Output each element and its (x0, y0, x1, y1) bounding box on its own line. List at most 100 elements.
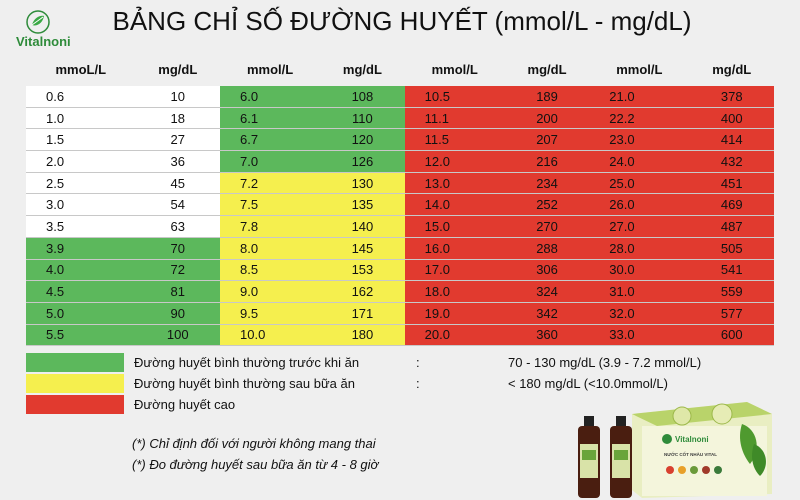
mmol-cell: 9.5 (220, 302, 321, 325)
mgdl-cell: 120 (320, 128, 405, 152)
mgdl-cell: 451 (689, 172, 774, 195)
mmol-cell: 24.0 (589, 150, 690, 173)
mmol-cell: 15.0 (404, 215, 505, 238)
legend: Đường huyết bình thường trước khi ăn : 7… (26, 352, 766, 415)
mmol-cell: 19.0 (404, 302, 505, 325)
mgdl-cell: 487 (689, 215, 774, 238)
mmol-cell: 6.0 (220, 86, 321, 108)
mgdl-cell: 18 (135, 107, 221, 130)
mmol-cell: 6.7 (220, 128, 321, 152)
mgdl-cell: 100 (135, 324, 221, 347)
mmol-cell: 4.0 (26, 259, 136, 282)
legend-label: Đường huyết bình thường sau bữa ăn (134, 376, 355, 391)
mgdl-cell: 324 (504, 280, 590, 303)
legend-range: 70 - 130 mg/dL (3.9 - 7.2 mmol/L) (508, 355, 702, 370)
mmol-cell: 27.0 (589, 215, 690, 238)
mgdl-cell: 135 (320, 193, 405, 217)
mgdl-cell: 216 (504, 150, 590, 173)
mmol-cell: 13.0 (404, 172, 505, 195)
mgdl-cell: 200 (504, 107, 590, 130)
mgdl-cell: 130 (320, 172, 405, 195)
mgdl-cell: 414 (689, 128, 774, 152)
box-tagline-text: NƯỚC CỐT NHÀU VITAL (664, 450, 717, 457)
mgdl-cell: 378 (689, 86, 774, 108)
mmol-cell: 7.2 (220, 172, 321, 195)
header-mg-4: mg/dL (689, 52, 774, 86)
mgdl-cell: 306 (504, 259, 590, 282)
mmol-cell: 26.0 (589, 193, 690, 217)
mmol-cell: 10.0 (220, 324, 321, 347)
mgdl-cell: 577 (689, 302, 774, 325)
mgdl-cell: 207 (504, 128, 590, 152)
mgdl-cell: 27 (135, 128, 221, 152)
table-row: 4.5 81 9.0 162 18.0 324 31.0 559 (26, 280, 774, 303)
table-row: 5.5 100 10.0 180 20.0 360 33.0 600 (26, 324, 774, 347)
mgdl-cell: 54 (135, 193, 221, 217)
mmol-cell: 33.0 (589, 324, 690, 347)
mmol-cell: 3.0 (26, 193, 136, 217)
mmol-cell: 9.0 (220, 280, 321, 303)
mgdl-cell: 541 (689, 259, 774, 282)
mmol-cell: 32.0 (589, 302, 690, 325)
leaf-logo-icon (26, 10, 50, 34)
header-mg-3: mg/dL (504, 52, 590, 86)
header-mmol-4: mmol/L (589, 52, 690, 86)
mgdl-cell: 559 (689, 280, 774, 303)
mgdl-cell: 10 (135, 86, 221, 108)
table-row: 2.0 36 7.0 126 12.0 216 24.0 432 (26, 150, 774, 173)
mgdl-cell: 270 (504, 215, 590, 238)
mgdl-cell: 180 (320, 324, 405, 347)
mmol-cell: 18.0 (404, 280, 505, 303)
legend-colon: : (416, 376, 420, 391)
legend-swatch-yellow (26, 374, 124, 393)
mgdl-cell: 469 (689, 193, 774, 217)
mgdl-cell: 600 (689, 324, 774, 347)
mgdl-cell: 432 (689, 150, 774, 173)
mmol-cell: 28.0 (589, 237, 690, 260)
mgdl-cell: 36 (135, 150, 221, 173)
mmol-cell: 25.0 (589, 172, 690, 195)
mgdl-cell: 234 (504, 172, 590, 195)
glucose-table: mmoL/L mg/dL mmol/L mg/dL mmol/L mg/dL m… (26, 52, 774, 347)
table-header-row: mmoL/L mg/dL mmol/L mg/dL mmol/L mg/dL m… (26, 52, 774, 86)
legend-swatch-green (26, 353, 124, 372)
mgdl-cell: 252 (504, 193, 590, 217)
mmol-cell: 8.0 (220, 237, 321, 260)
mmol-cell: 8.5 (220, 259, 321, 282)
mgdl-cell: 145 (320, 237, 405, 260)
mgdl-cell: 126 (320, 150, 405, 173)
mmol-cell: 22.2 (589, 107, 690, 130)
mgdl-cell: 342 (504, 302, 590, 325)
table-row: 3.5 63 7.8 140 15.0 270 27.0 487 (26, 215, 774, 238)
mmol-cell: 10.5 (404, 86, 505, 108)
mmol-cell: 21.0 (589, 86, 690, 108)
mmol-cell: 17.0 (404, 259, 505, 282)
mmol-cell: 1.5 (26, 128, 136, 152)
mmol-cell: 12.0 (404, 150, 505, 173)
mgdl-cell: 189 (504, 86, 590, 108)
table-row: 1.5 27 6.7 120 11.5 207 23.0 414 (26, 128, 774, 152)
legend-label: Đường huyết bình thường trước khi ăn (134, 355, 360, 370)
brand-name: Vitalnoni (16, 34, 71, 49)
header-mg-2: mg/dL (320, 52, 405, 86)
footnote: (*) Chỉ định đối với người không mang th… (132, 436, 376, 451)
box-brand-text: Vitalnoni (675, 435, 709, 444)
mgdl-cell: 110 (320, 107, 405, 130)
brand-logo: Vitalnoni (14, 8, 84, 56)
mmol-cell: 7.0 (220, 150, 321, 173)
legend-row-normal-after-meal: Đường huyết bình thường sau bữa ăn : < 1… (26, 373, 766, 394)
mgdl-cell: 360 (504, 324, 590, 347)
mgdl-cell: 72 (135, 259, 221, 282)
mmol-cell: 7.8 (220, 215, 321, 238)
legend-colon: : (416, 355, 420, 370)
header-mmol-2: mmol/L (220, 52, 321, 86)
mmol-cell: 6.1 (220, 107, 321, 130)
mmol-cell: 2.0 (26, 150, 136, 173)
mgdl-cell: 288 (504, 237, 590, 260)
table-row: 3.0 54 7.5 135 14.0 252 26.0 469 (26, 193, 774, 217)
page-title: BẢNG CHỈ SỐ ĐƯỜNG HUYẾT (mmol/L - mg/dL) (112, 6, 692, 36)
mgdl-cell: 140 (320, 215, 405, 238)
mgdl-cell: 400 (689, 107, 774, 130)
mmol-cell: 2.5 (26, 172, 136, 195)
mmol-cell: 20.0 (404, 324, 505, 347)
